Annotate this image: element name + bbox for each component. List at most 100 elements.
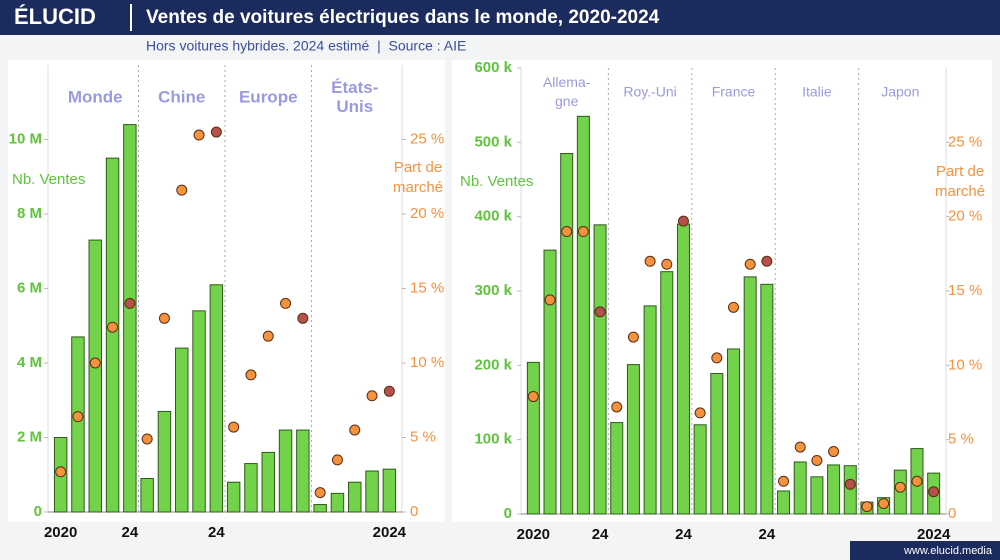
bar — [71, 336, 85, 513]
share-dot — [861, 501, 873, 513]
share-dot — [561, 226, 573, 238]
subtitle: Hors voitures hybrides. 2024 estimé | So… — [146, 38, 466, 54]
y2-tick-label: 10 % — [410, 354, 444, 371]
bar — [743, 276, 757, 515]
y2-axis-label: marché — [393, 179, 443, 196]
x-tick-label: 24 — [759, 526, 776, 543]
bar — [593, 224, 607, 515]
share-dot — [158, 312, 170, 324]
share-dot — [124, 297, 136, 309]
share-dot — [245, 369, 257, 381]
share-dot — [878, 498, 890, 510]
share-dot — [677, 215, 689, 227]
y2-tick-label: 0 — [948, 505, 956, 522]
bar — [693, 424, 707, 515]
bar — [261, 451, 275, 513]
bar — [760, 283, 774, 515]
bar — [365, 470, 379, 513]
share-dot — [627, 331, 639, 343]
bar — [140, 477, 154, 513]
footer-bar — [850, 541, 1000, 560]
bar — [348, 481, 362, 513]
bar — [123, 124, 137, 513]
bar — [105, 157, 120, 513]
y-axis-label: Nb. Ventes — [460, 173, 533, 190]
share-dot — [644, 255, 656, 267]
share-dot — [544, 294, 556, 306]
share-dot — [894, 481, 906, 493]
y2-tick-label: 25 % — [948, 133, 982, 150]
y-tick-label: 500 k — [474, 133, 512, 150]
share-dot — [711, 352, 723, 364]
share-dot — [314, 487, 326, 499]
share-dot — [527, 391, 539, 403]
x-tick-label: 24 — [592, 526, 609, 543]
y2-tick-label: 20 % — [948, 208, 982, 225]
bar — [244, 463, 258, 513]
bar — [843, 465, 857, 515]
share-dot — [694, 407, 706, 419]
bar — [827, 464, 841, 515]
y-tick-label: 300 k — [474, 282, 512, 299]
y-tick-label: 4 M — [17, 354, 42, 371]
share-dot — [611, 401, 623, 413]
logo: ÉLUCID — [14, 4, 96, 29]
y-axis-label: Nb. Ventes — [12, 171, 85, 188]
group-label: Unis — [336, 97, 373, 116]
bar — [777, 490, 791, 515]
y-tick-label: 600 k — [474, 59, 512, 76]
bar — [793, 461, 807, 515]
share-dot — [280, 297, 292, 309]
share-dot — [176, 184, 188, 196]
share-dot — [107, 321, 119, 333]
y2-tick-label: 10 % — [948, 356, 982, 373]
bar — [330, 492, 345, 513]
y2-tick-label: 5 % — [948, 431, 974, 448]
y2-tick-label: 25 % — [410, 130, 444, 147]
x-tick-label: 24 — [208, 524, 225, 541]
x-tick-label: 24 — [675, 526, 692, 543]
group-label: Chine — [158, 87, 205, 106]
y2-tick-label: 5 % — [410, 428, 436, 445]
share-dot — [383, 385, 395, 397]
x-tick-label: 2024 — [373, 524, 407, 541]
share-dot — [844, 478, 856, 490]
group-label: Roy.-Uni — [623, 84, 676, 100]
y2-tick-label: 0 — [410, 503, 418, 520]
x-tick-label: 24 — [122, 524, 139, 541]
share-dot — [210, 126, 222, 138]
bar — [543, 249, 557, 515]
group-label: Allema- — [543, 74, 591, 90]
bar — [313, 504, 327, 513]
x-tick-label: 2024 — [917, 526, 951, 543]
bar — [626, 364, 640, 515]
bar — [192, 310, 206, 513]
bar — [643, 305, 657, 515]
y-tick-label: 100 k — [474, 431, 512, 448]
group-label: États- — [331, 78, 378, 97]
share-dot — [911, 475, 923, 487]
group-label: France — [712, 84, 756, 100]
bar — [157, 410, 172, 513]
share-dot — [349, 424, 361, 436]
y2-axis-label: marché — [935, 183, 985, 200]
group-label: Japon — [881, 84, 919, 100]
bar — [810, 476, 824, 515]
group-label: gne — [555, 93, 579, 109]
share-dot — [744, 258, 756, 270]
y-tick-label: 200 k — [474, 356, 512, 373]
share-dot — [577, 226, 589, 238]
group-label: Italie — [802, 84, 832, 100]
bar — [560, 152, 574, 515]
group-label: Europe — [239, 87, 298, 106]
y-tick-label: 8 M — [17, 205, 42, 222]
y-tick-label: 2 M — [17, 428, 42, 445]
share-dot — [72, 411, 84, 423]
y2-axis-label: Part de — [394, 159, 442, 176]
y-tick-label: 0 — [34, 503, 42, 520]
share-dot — [778, 475, 790, 487]
share-dot — [728, 301, 739, 313]
share-dot — [141, 433, 153, 445]
share-dot — [794, 441, 806, 453]
